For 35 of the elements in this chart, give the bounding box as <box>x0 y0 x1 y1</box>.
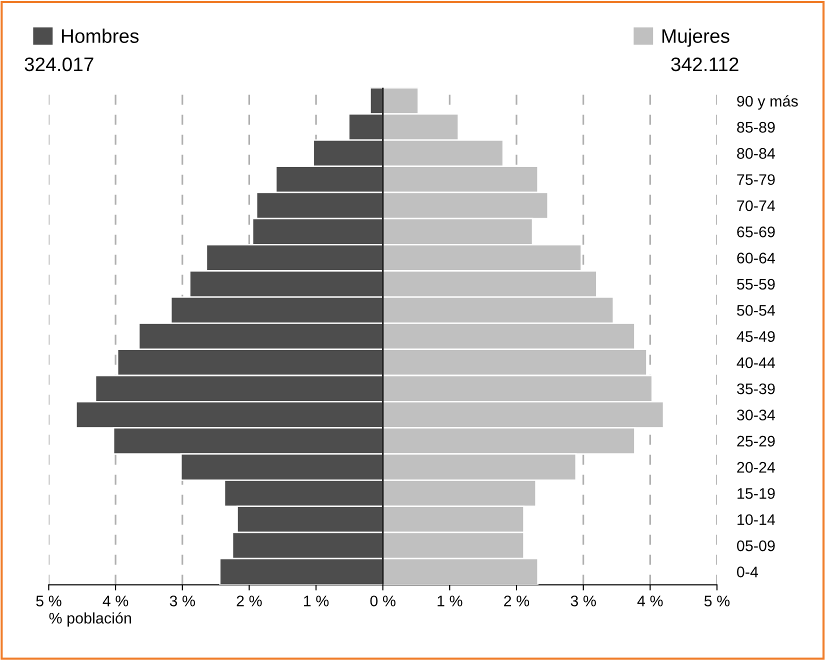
y-tick-label: 55-59 <box>737 278 775 290</box>
x-tick-label: 2 % <box>236 596 262 606</box>
y-tick-label: 60-64 <box>737 252 776 264</box>
y-tick-label: 75-79 <box>737 174 775 186</box>
x-tick-label: 1 % <box>438 596 462 606</box>
y-tick-label: 15-19 <box>738 488 775 499</box>
x-tick-label: 3 % <box>570 596 596 606</box>
x-tick-label: 3 % <box>170 596 195 606</box>
x-tick-label: 4 % <box>637 596 663 606</box>
legend-label: Mujeres <box>662 28 730 47</box>
x-tick-label: 4 % <box>102 596 128 606</box>
x-axis-title: % población <box>49 612 131 627</box>
y-tick-label: 30-34 <box>736 410 776 420</box>
legend-label: Hombres <box>62 28 139 43</box>
y-tick-label: 65-69 <box>737 226 775 238</box>
y-tick-label: 10-14 <box>738 514 776 526</box>
x-tick-label: 1 % <box>304 596 329 606</box>
y-tick-label: 70-74 <box>737 200 776 212</box>
y-tick-label: 85-89 <box>737 122 775 133</box>
y-tick-label: 0-4 <box>737 566 758 578</box>
y-tick-label: 35-39 <box>736 383 775 394</box>
text: 342.112 <box>671 57 738 72</box>
y-tick-label: 50-54 <box>737 304 776 316</box>
y-tick-label: 40-44 <box>736 357 776 368</box>
y-tick-label: 80-84 <box>737 148 776 159</box>
x-tick-label: 5 % <box>36 596 62 606</box>
x-tick-label: 2 % <box>504 596 530 606</box>
x-tick-label: 5 % <box>704 596 730 606</box>
x-tick-label: 0 % <box>370 596 396 606</box>
text: 324.017 <box>24 57 94 72</box>
y-tick-label: 05-09 <box>737 540 775 552</box>
y-tick-label: 25-29 <box>737 436 775 447</box>
y-tick-label: 20-24 <box>737 462 776 473</box>
y-tick-label: 45-49 <box>736 331 775 342</box>
y-tick-label: 90 y más <box>737 95 798 110</box>
